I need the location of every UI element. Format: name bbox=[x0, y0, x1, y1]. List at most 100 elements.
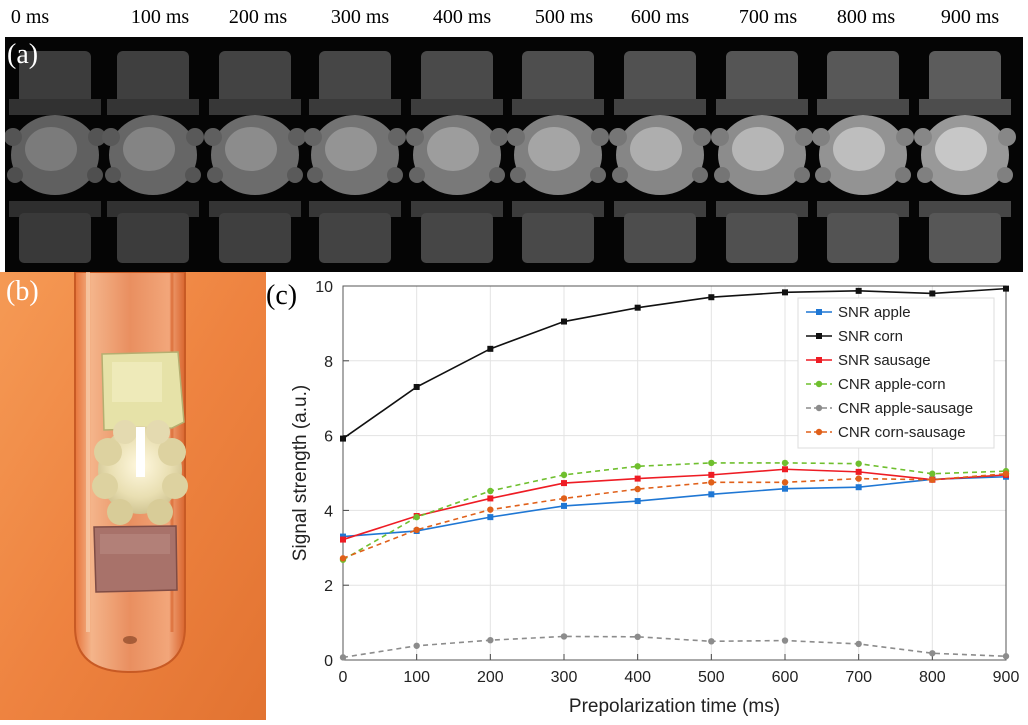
time-label: 600 ms bbox=[630, 6, 690, 28]
x-tick-label: 800 bbox=[919, 669, 946, 686]
data-point bbox=[929, 650, 936, 657]
time-label: 500 ms bbox=[534, 6, 594, 28]
data-point bbox=[708, 638, 715, 645]
data-point bbox=[561, 318, 567, 325]
corn-sample bbox=[92, 420, 188, 525]
time-label: 800 ms bbox=[836, 6, 896, 28]
y-tick-label: 4 bbox=[324, 503, 333, 520]
data-point bbox=[781, 459, 789, 467]
data-point bbox=[339, 555, 347, 562]
series-line bbox=[342, 475, 1007, 538]
data-point bbox=[929, 476, 936, 483]
time-labels-row: 0 ms 100 ms 200 ms 300 ms 400 ms 500 ms 600 ms… bbox=[0, 0, 1028, 36]
y-tick-label: 0 bbox=[324, 653, 333, 670]
data-point bbox=[1003, 285, 1009, 292]
time-label: 200 ms bbox=[228, 6, 288, 28]
data-point bbox=[634, 463, 641, 470]
data-point bbox=[340, 536, 346, 543]
x-tick-label: 0 bbox=[339, 669, 348, 686]
data-point bbox=[782, 466, 788, 473]
data-point bbox=[781, 637, 789, 644]
y-tick-label: 8 bbox=[324, 354, 333, 371]
panel-label-c: (c) bbox=[266, 280, 298, 311]
tube-illustration bbox=[0, 271, 266, 720]
series-line bbox=[342, 468, 1007, 541]
x-tick-label: 700 bbox=[845, 669, 872, 686]
time-label: 900 ms bbox=[940, 6, 1000, 28]
x-tick-label: 100 bbox=[403, 669, 430, 686]
data-point bbox=[1002, 470, 1010, 477]
mri-frame bbox=[507, 51, 609, 263]
data-point bbox=[561, 480, 567, 487]
mri-frame bbox=[711, 51, 813, 263]
data-point bbox=[929, 470, 936, 477]
series-line bbox=[342, 635, 1007, 659]
data-point bbox=[340, 435, 346, 442]
y-tick-label: 6 bbox=[324, 429, 333, 446]
data-point bbox=[487, 345, 494, 352]
data-point bbox=[782, 485, 788, 492]
mri-frame bbox=[812, 51, 914, 263]
time-label: 100 ms bbox=[130, 6, 190, 28]
data-point bbox=[1002, 653, 1010, 660]
legend: SNR apple SNR corn SNR sausage CNR apple-co… bbox=[797, 297, 995, 449]
data-point bbox=[413, 526, 420, 534]
x-tick-label: 500 bbox=[698, 669, 725, 686]
data-point bbox=[560, 495, 568, 502]
data-point bbox=[413, 513, 420, 521]
mri-frame bbox=[304, 51, 406, 263]
data-point bbox=[708, 479, 715, 486]
data-point bbox=[413, 383, 420, 390]
data-point bbox=[855, 640, 862, 648]
data-point bbox=[855, 475, 862, 482]
mri-frame bbox=[406, 51, 508, 263]
mri-frame bbox=[914, 51, 1016, 263]
data-point bbox=[339, 654, 347, 661]
legend-entry: CNR apple-corn bbox=[838, 376, 946, 393]
mri-frame bbox=[609, 51, 711, 263]
time-label: 700 ms bbox=[738, 6, 798, 28]
signal-chart-panel: 0 100 200 300 400 500 600 700 800 900 0 2 4 6 8 10 Prepo… bbox=[266, 272, 1028, 720]
time-label: 300 ms bbox=[330, 6, 390, 28]
data-point bbox=[708, 459, 715, 467]
x-tick-label: 600 bbox=[772, 669, 799, 686]
data-point bbox=[487, 636, 494, 644]
data-point bbox=[855, 468, 862, 475]
legend-entry: CNR corn-sausage bbox=[838, 424, 966, 441]
x-axis-label: Prepolarization time (ms) bbox=[569, 696, 780, 717]
data-point bbox=[413, 642, 420, 649]
panel-label-a: (a) bbox=[7, 39, 39, 70]
data-point bbox=[487, 506, 494, 513]
x-tick-label: 900 bbox=[993, 669, 1020, 686]
y-tick-label: 10 bbox=[315, 279, 333, 296]
data-point bbox=[487, 495, 494, 502]
data-point bbox=[560, 471, 568, 479]
y-axis-label: Signal strength (a.u.) bbox=[290, 385, 311, 561]
mri-image-strip: (a) bbox=[4, 37, 1023, 272]
data-point bbox=[708, 471, 715, 478]
data-point bbox=[708, 294, 715, 301]
x-tick-label: 300 bbox=[551, 669, 578, 686]
data-point bbox=[855, 287, 862, 294]
data-point bbox=[634, 475, 641, 482]
data-point bbox=[560, 633, 568, 640]
data-point bbox=[487, 487, 494, 495]
legend-entry: SNR sausage bbox=[838, 352, 931, 369]
mri-frame bbox=[102, 51, 204, 263]
mri-frame bbox=[204, 51, 306, 263]
data-point bbox=[634, 633, 641, 641]
data-point bbox=[708, 491, 715, 498]
y-tick-label: 2 bbox=[324, 578, 333, 595]
legend-entry: CNR apple-sausage bbox=[838, 400, 973, 417]
series-line bbox=[342, 462, 1007, 561]
data-point bbox=[782, 289, 788, 296]
mri-frame bbox=[4, 51, 106, 263]
data-point bbox=[634, 485, 641, 493]
mri-frames bbox=[4, 51, 1016, 263]
panel-label-b: (b) bbox=[6, 276, 39, 307]
data-point bbox=[781, 479, 789, 486]
sample-tube-photo: (b) bbox=[0, 271, 266, 720]
signal-strength-chart: 0 100 200 300 400 500 600 700 800 900 0 2 4 6 8 10 Prepo… bbox=[290, 279, 1020, 717]
x-tick-label: 400 bbox=[624, 669, 651, 686]
series-line bbox=[342, 287, 1007, 440]
